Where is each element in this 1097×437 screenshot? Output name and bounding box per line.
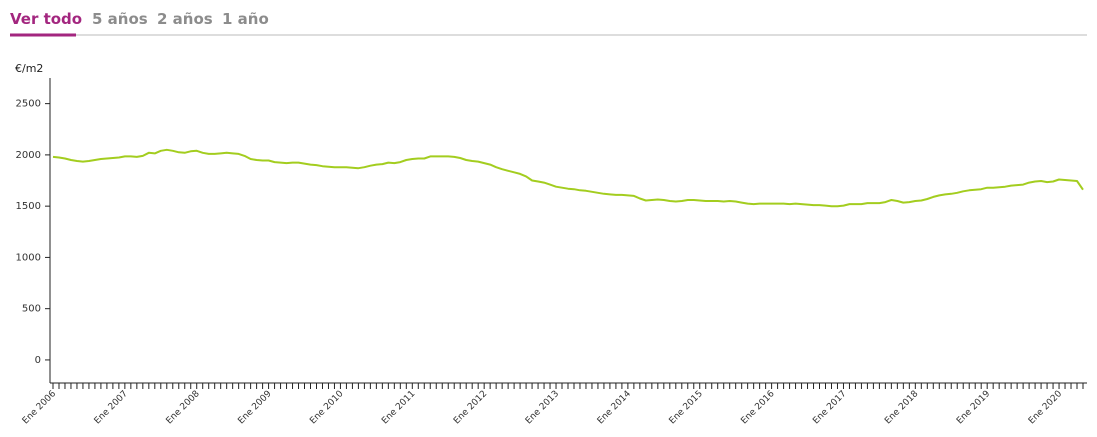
tab[interactable]: 1 año [222, 10, 269, 28]
tab[interactable]: Ver todo [10, 10, 82, 28]
x-tick-label: Ene 2009 [236, 389, 273, 426]
x-tick-label: Ene 2010 [308, 389, 345, 426]
y-tick-label: 1500 [16, 201, 41, 212]
x-tick-label: Ene 2007 [93, 389, 130, 426]
x-tick-label: Ene 2015 [668, 389, 705, 426]
x-tick-label: Ene 2016 [739, 389, 776, 426]
x-tick-label: Ene 2013 [524, 389, 561, 426]
y-tick-label: 2000 [16, 150, 41, 161]
y-axis-label: €/m2 [15, 62, 43, 75]
y-tick-label: 1000 [16, 252, 41, 263]
y-tick-label: 0 [35, 355, 41, 366]
x-tick-label: Ene 2012 [452, 389, 489, 426]
y-tick-label: 2500 [16, 99, 41, 110]
x-tick-label: Ene 2011 [380, 389, 417, 426]
x-tick-label: Ene 2008 [165, 389, 202, 426]
tab[interactable]: 2 años [157, 10, 213, 28]
line [52, 148, 1084, 208]
x-tick-label: Ene 2018 [883, 389, 920, 426]
x-tick-label: Ene 2020 [1027, 389, 1064, 426]
x-tick-label: Ene 2019 [955, 389, 992, 426]
tab[interactable]: 5 años [92, 10, 148, 28]
y-tick-label: 500 [22, 304, 41, 315]
x-tick-label: Ene 2017 [811, 389, 848, 426]
x-tick-label: Ene 2006 [21, 389, 58, 426]
x-tick-label: Ene 2014 [596, 389, 633, 426]
